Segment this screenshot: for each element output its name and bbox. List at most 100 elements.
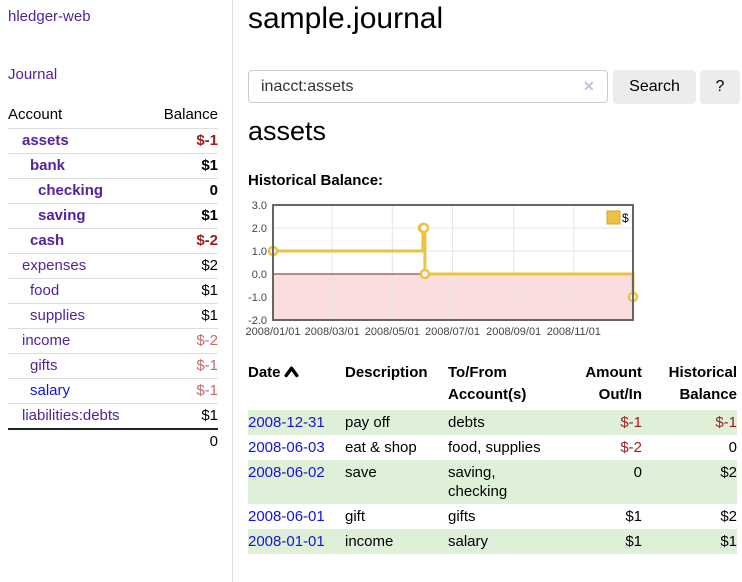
accounts-total-balance: 0 bbox=[149, 428, 218, 454]
account-balance: $-1 bbox=[149, 353, 218, 379]
register-balance-cell: $1 bbox=[720, 533, 737, 550]
register-date-cell: 2008-06-03 bbox=[248, 435, 345, 460]
search-input[interactable] bbox=[248, 70, 608, 103]
account-link-food[interactable]: food bbox=[30, 282, 60, 299]
account-balance: $-2 bbox=[149, 328, 218, 354]
sort-asc-icon bbox=[284, 366, 299, 378]
register-balance-cell: 0 bbox=[728, 439, 737, 456]
svg-text:2008/11/01: 2008/11/01 bbox=[547, 326, 601, 338]
register-col-description[interactable]: Description bbox=[345, 364, 428, 381]
register-amount-cell: $-1 bbox=[620, 414, 642, 431]
main-content: sample.journal ✕ Search ? assets Histori… bbox=[245, 0, 742, 582]
transaction-date-link[interactable]: 2008-01-01 bbox=[248, 533, 325, 550]
accounts-total-row: 0 bbox=[8, 428, 218, 454]
register-row: 2008-12-31 pay off debts $-1 $-1 bbox=[248, 410, 737, 435]
account-balance: $1 bbox=[149, 303, 218, 329]
account-row: cash $-2 bbox=[8, 228, 218, 254]
clear-search-icon[interactable]: ✕ bbox=[583, 78, 595, 94]
register-amount-cell: $1 bbox=[625, 508, 642, 525]
svg-text:2008/07/01: 2008/07/01 bbox=[425, 326, 480, 338]
account-name-cell: cash bbox=[8, 228, 150, 254]
accounts-header-row: Account Balance bbox=[8, 102, 218, 129]
account-name-cell: saving bbox=[8, 203, 150, 229]
register-description-cell: income bbox=[345, 533, 394, 550]
register-date-cell: 2008-12-31 bbox=[248, 410, 345, 435]
account-link-salary[interactable]: salary bbox=[30, 382, 71, 399]
account-row: salary $-1 bbox=[8, 378, 218, 404]
account-link-gifts[interactable]: gifts bbox=[30, 357, 58, 374]
register-amount-cell: $-2 bbox=[620, 439, 642, 456]
account-balance: $2 bbox=[149, 253, 218, 279]
account-name-cell: expenses bbox=[8, 253, 150, 279]
account-name-cell: income bbox=[8, 328, 150, 354]
transaction-date-link[interactable]: 2008-06-02 bbox=[248, 464, 325, 481]
help-button[interactable]: ? bbox=[700, 70, 740, 104]
sidebar-item-journal[interactable]: Journal bbox=[8, 66, 58, 83]
transaction-date-link[interactable]: 2008-06-01 bbox=[248, 508, 325, 525]
accounts-col-account: Account bbox=[8, 102, 150, 129]
account-name-cell: bank bbox=[8, 153, 150, 179]
account-link-assets[interactable]: assets bbox=[22, 132, 69, 149]
account-link-bank[interactable]: bank bbox=[30, 157, 66, 174]
register-col-date-label: Date bbox=[248, 364, 281, 381]
svg-text:1.0: 1.0 bbox=[252, 246, 267, 258]
account-balance: $1 bbox=[149, 203, 218, 229]
svg-text:-2.0: -2.0 bbox=[248, 315, 267, 327]
account-balance: $-1 bbox=[149, 378, 218, 404]
register-row: 2008-06-03 eat & shop food, supplies $-2 0 bbox=[248, 435, 737, 460]
account-balance: $1 bbox=[149, 153, 218, 179]
account-row: assets $-1 bbox=[8, 128, 218, 154]
account-row: saving $1 bbox=[8, 203, 218, 229]
account-link-liabilities-debts[interactable]: liabilities:debts bbox=[22, 407, 120, 424]
account-link-expenses[interactable]: expenses bbox=[22, 257, 87, 274]
account-name-cell: liabilities:debts bbox=[8, 403, 150, 430]
account-link-checking[interactable]: checking bbox=[38, 182, 104, 199]
register-balance-cell: $2 bbox=[720, 508, 737, 525]
account-name-cell: gifts bbox=[8, 353, 150, 379]
register-header-row: Date Description To/From Account(s) Amou… bbox=[248, 360, 737, 410]
account-link-supplies[interactable]: supplies bbox=[30, 307, 86, 324]
register-description-cell: pay off bbox=[345, 414, 390, 431]
register-balance-cell: $-1 bbox=[715, 414, 737, 431]
svg-text:3.0: 3.0 bbox=[252, 200, 267, 212]
account-name-cell: checking bbox=[8, 178, 150, 204]
register-col-balance[interactable]: Historical Balance bbox=[668, 364, 737, 403]
search-button[interactable]: Search bbox=[613, 70, 696, 104]
register-col-amount[interactable]: Amount Out/In bbox=[585, 364, 642, 403]
account-row: food $1 bbox=[8, 278, 218, 304]
account-row: liabilities:debts $1 bbox=[8, 403, 218, 430]
register-table: Date Description To/From Account(s) Amou… bbox=[248, 360, 737, 554]
account-row: income $-2 bbox=[8, 328, 218, 354]
account-name-cell: assets bbox=[8, 128, 150, 154]
register-col-accounts[interactable]: To/From Account(s) bbox=[448, 364, 527, 403]
svg-text:2008/05/01: 2008/05/01 bbox=[365, 326, 420, 338]
account-row: supplies $1 bbox=[8, 303, 218, 329]
brand-link[interactable]: hledger-web bbox=[8, 8, 91, 25]
transaction-date-link[interactable]: 2008-12-31 bbox=[248, 414, 325, 431]
account-link-cash[interactable]: cash bbox=[30, 232, 65, 249]
account-heading: assets bbox=[248, 116, 327, 146]
transaction-date-link[interactable]: 2008-06-03 bbox=[248, 439, 325, 456]
register-date-cell: 2008-06-01 bbox=[248, 504, 345, 529]
register-amount-cell: $1 bbox=[625, 533, 642, 550]
account-name-cell: supplies bbox=[8, 303, 150, 329]
register-accounts-cell: debts bbox=[448, 414, 485, 431]
register-col-date[interactable]: Date bbox=[248, 360, 345, 410]
account-balance: $-2 bbox=[149, 228, 218, 254]
historical-balance-chart: 3.0 2.0 1.0 0.0 -1.0 -2.0 2008/01/01 2008/03/01… bbox=[245, 198, 718, 340]
chart-section-label: Historical Balance: bbox=[248, 172, 384, 189]
register-description-cell: save bbox=[345, 464, 377, 481]
register-row: 2008-06-01 gift gifts $1 $2 bbox=[248, 504, 737, 529]
svg-text:-1.0: -1.0 bbox=[248, 292, 267, 304]
account-link-income[interactable]: income bbox=[22, 332, 71, 349]
register-description-cell: gift bbox=[345, 508, 366, 525]
register-row: 2008-01-01 income salary $1 $1 bbox=[248, 529, 737, 554]
svg-text:2008/01/01: 2008/01/01 bbox=[245, 326, 300, 338]
register-description-cell: eat & shop bbox=[345, 439, 417, 456]
account-link-saving[interactable]: saving bbox=[38, 207, 86, 224]
accounts-col-balance: Balance bbox=[149, 102, 218, 129]
account-balance: $1 bbox=[149, 403, 218, 430]
register-amount-cell: 0 bbox=[633, 464, 642, 481]
sidebar: hledger-web Journal Account Balance asse… bbox=[0, 0, 233, 582]
